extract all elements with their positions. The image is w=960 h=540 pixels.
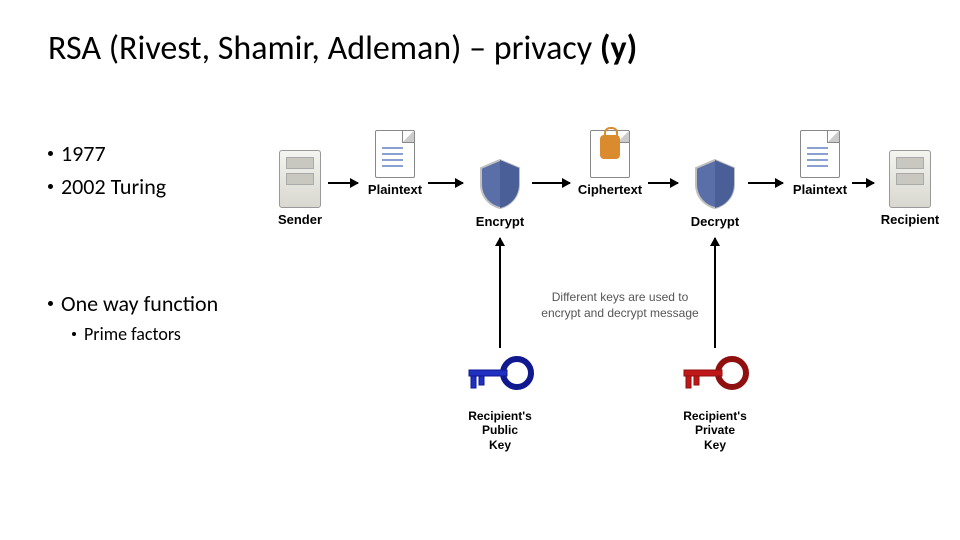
bullet-dot-icon <box>72 332 76 336</box>
pk-l1: Recipient's <box>455 409 545 423</box>
public-key-label: Recipient's Public Key <box>455 409 545 452</box>
ciphertext-label: Ciphertext <box>575 182 645 197</box>
bullet-dot-icon <box>48 301 53 306</box>
caption-node: Different keys are used to encrypt and d… <box>520 290 720 321</box>
computer-icon <box>889 150 931 208</box>
key-icon <box>465 355 535 405</box>
shield-icon <box>477 158 523 210</box>
prk-l2: Private <box>670 423 760 437</box>
plaintext1-label: Plaintext <box>365 182 425 197</box>
caption-line1: Different keys are used to <box>520 290 720 306</box>
decrypt-node: Decrypt <box>685 158 745 229</box>
title-main: RSA (Rivest, Shamir, Adleman) – privacy <box>48 28 600 69</box>
bullet-oneway: One way function <box>48 290 218 317</box>
bullet-1977: 1977 <box>48 140 166 167</box>
bullet-2002-text: 2002 Turing <box>61 173 166 200</box>
sender-label: Sender <box>270 212 330 227</box>
private-key-label: Recipient's Private Key <box>670 409 760 452</box>
arrow-up-icon <box>714 238 716 348</box>
pk-l2: Public <box>455 423 545 437</box>
plaintext2-label: Plaintext <box>790 182 850 197</box>
arrow-icon <box>748 182 783 184</box>
computer-icon <box>279 150 321 208</box>
title-bold: (y) <box>600 28 637 69</box>
arrow-icon <box>648 182 678 184</box>
arrow-icon <box>532 182 570 184</box>
arrow-icon <box>428 182 463 184</box>
private-key-node: Recipient's Private Key <box>670 355 760 452</box>
pk-l3: Key <box>455 438 545 452</box>
encrypt-label: Encrypt <box>470 214 530 229</box>
prk-l3: Key <box>670 438 760 452</box>
ciphertext-node: Ciphertext <box>575 130 645 197</box>
bullet-group-mid: One way function Prime factors <box>48 290 218 345</box>
arrow-up-icon <box>499 238 501 348</box>
bullet-2002: 2002 Turing <box>48 173 166 200</box>
recipient-node: Recipient <box>880 150 940 227</box>
encrypt-node: Encrypt <box>470 158 530 229</box>
prk-l1: Recipient's <box>670 409 760 423</box>
caption-line2: encrypt and decrypt message <box>520 306 720 322</box>
arrow-icon <box>328 182 358 184</box>
arrow-icon <box>852 182 874 184</box>
decrypt-label: Decrypt <box>685 214 745 229</box>
public-key-node: Recipient's Public Key <box>455 355 545 452</box>
bullet-group-top: 1977 2002 Turing <box>48 140 166 206</box>
slide-title: RSA (Rivest, Shamir, Adleman) – privacy … <box>48 28 637 69</box>
shield-icon <box>692 158 738 210</box>
plaintext1-node: Plaintext <box>365 130 425 197</box>
rsa-diagram: Sender Plaintext Encrypt Ciphertext <box>270 120 950 520</box>
plaintext2-node: Plaintext <box>790 130 850 197</box>
sender-node: Sender <box>270 150 330 227</box>
document-locked-icon <box>590 130 630 178</box>
bullet-1977-text: 1977 <box>61 140 106 167</box>
bullet-dot-icon <box>48 184 53 189</box>
document-icon <box>375 130 415 178</box>
recipient-label: Recipient <box>880 212 940 227</box>
bullet-dot-icon <box>48 151 53 156</box>
bullet-oneway-text: One way function <box>61 290 218 317</box>
document-icon <box>800 130 840 178</box>
bullet-prime-text: Prime factors <box>84 323 181 345</box>
key-icon <box>680 355 750 405</box>
bullet-prime: Prime factors <box>72 323 218 345</box>
